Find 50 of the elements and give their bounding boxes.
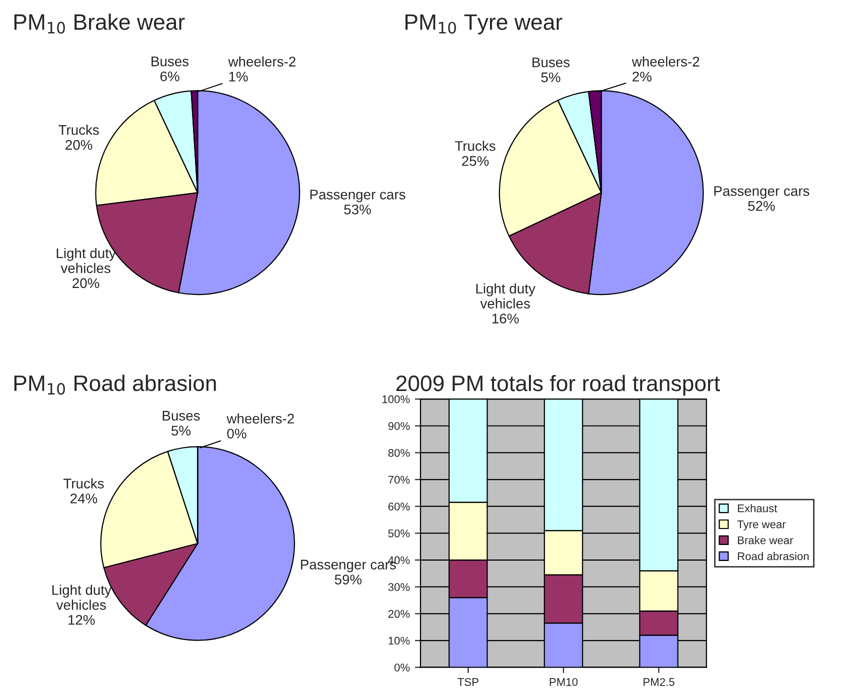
data-label: 5%: [171, 426, 191, 436]
slice-label: Buses: [162, 410, 200, 421]
data-label: 5%: [541, 72, 560, 82]
slice-label: Trucks: [454, 140, 496, 151]
legend-label: Brake wear: [738, 536, 794, 544]
y-tick-label: 90%: [388, 422, 410, 430]
data-label: 25%: [462, 156, 489, 166]
legend-label: Exhaust: [738, 504, 778, 512]
y-tick-label: 0%: [394, 664, 410, 672]
x-tick-label: PM2.5: [644, 678, 674, 686]
slice-label: Passenger cars: [310, 190, 406, 202]
data-label: 53%: [344, 204, 371, 214]
chart-title: PM$_{10}$ Tyre wear: [406, 14, 562, 34]
legend-label: Road abrasion: [738, 552, 809, 560]
slice-label: Light duty vehicles: [52, 584, 112, 610]
data-label: 1%: [229, 72, 248, 82]
data-label: 24%: [70, 494, 98, 504]
y-tick-label: 50%: [388, 529, 410, 538]
slice-label: wheelers-2: [632, 56, 700, 67]
slice-label: Passenger cars: [714, 186, 810, 199]
slice-label: Buses: [532, 58, 570, 68]
slice-label: Trucks: [58, 124, 99, 135]
slice-label: wheelers-2: [228, 56, 296, 67]
data-label: 16%: [492, 314, 519, 324]
data-label: 6%: [160, 71, 180, 82]
slice-label: Trucks: [63, 478, 104, 488]
legend-label: Tyre wear: [737, 520, 786, 530]
slice-label: Light duty vehicles: [56, 248, 116, 274]
y-tick-label: 10%: [388, 636, 410, 645]
x-tick-label: TSP: [458, 678, 478, 686]
chart-title: PM$_{10}$ Brake wear: [14, 14, 185, 34]
data-label: 20%: [72, 278, 100, 288]
category-label: wheelers-2: [226, 413, 294, 424]
y-tick-label: 70%: [388, 476, 410, 484]
chart-title: 2009 PM totals for road transport: [396, 374, 720, 396]
data-label: 59%: [334, 574, 362, 584]
y-tick-label: 20%: [388, 610, 410, 618]
data-label: 12%: [68, 614, 95, 625]
y-tick-label: 80%: [388, 448, 410, 457]
slice-label: Buses: [152, 56, 189, 66]
slice-label: Light duty vehicles: [476, 283, 536, 309]
text: 0%: [227, 428, 246, 439]
data-label: 2%: [632, 72, 652, 82]
chart-title: PM$_{10}$ Road abrasion: [14, 374, 216, 395]
data-label: 52%: [748, 201, 775, 211]
y-tick-label: 60%: [388, 502, 410, 511]
y-tick-label: 100%: [382, 395, 410, 404]
y-tick-label: 30%: [388, 583, 410, 591]
data-label: 20%: [66, 140, 92, 150]
x-tick-label: PM10: [550, 678, 578, 686]
